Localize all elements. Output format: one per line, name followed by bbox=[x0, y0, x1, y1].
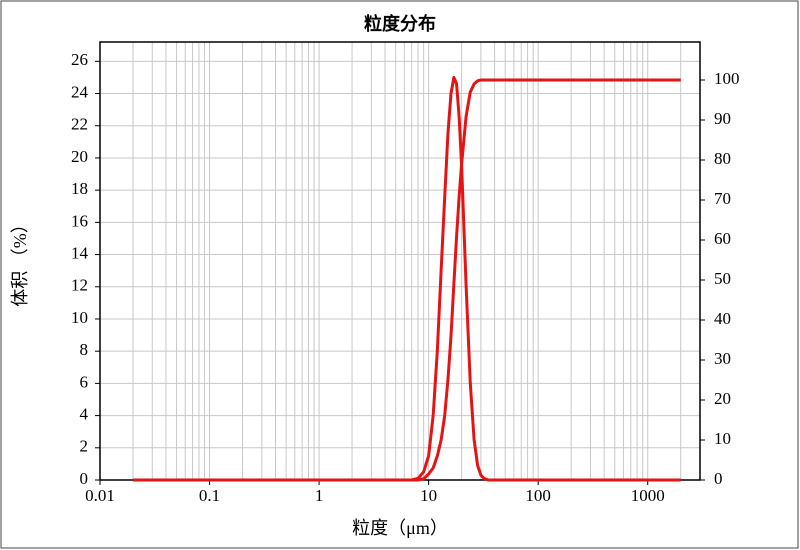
y2-tick-label: 10 bbox=[714, 429, 731, 448]
y-tick-label: 8 bbox=[80, 340, 89, 359]
y2-tick-label: 90 bbox=[714, 109, 731, 128]
y2-tick-label: 40 bbox=[714, 309, 731, 328]
y-tick-label: 22 bbox=[71, 115, 88, 134]
y2-tick-label: 60 bbox=[714, 229, 731, 248]
data-line bbox=[132, 78, 681, 482]
y2-tick-label: 50 bbox=[714, 269, 731, 288]
y-tick-label: 12 bbox=[71, 276, 88, 295]
y-tick-label: 18 bbox=[71, 179, 88, 198]
y-tick-label: 6 bbox=[80, 372, 89, 391]
x-tick-label: 1000 bbox=[631, 486, 665, 505]
y-tick-label: 4 bbox=[80, 404, 89, 423]
chart-title: 粒度分布 bbox=[364, 13, 436, 34]
y-tick-label: 16 bbox=[71, 211, 88, 230]
y-tick-label: 20 bbox=[71, 147, 88, 166]
y-axis-label: 体积 （%） bbox=[10, 215, 30, 307]
x-tick-label: 0.01 bbox=[85, 486, 115, 505]
x-tick-label: 1 bbox=[315, 486, 324, 505]
data-line bbox=[132, 75, 681, 482]
y-tick-label: 0 bbox=[80, 469, 89, 488]
y2-tick-label: 0 bbox=[714, 469, 723, 488]
x-tick-label: 0.1 bbox=[199, 486, 220, 505]
y-tick-label: 14 bbox=[71, 243, 89, 262]
y2-tick-label: 80 bbox=[714, 149, 731, 168]
y-tick-label: 26 bbox=[71, 50, 88, 69]
x-axis-label: 粒度（μm） bbox=[352, 518, 448, 538]
y-tick-label: 24 bbox=[71, 82, 89, 101]
x-tick-label: 100 bbox=[525, 486, 551, 505]
y-tick-label: 2 bbox=[80, 437, 89, 456]
y2-tick-label: 20 bbox=[714, 389, 731, 408]
y2-tick-label: 100 bbox=[714, 69, 740, 88]
y2-tick-label: 30 bbox=[714, 349, 731, 368]
plot-frame bbox=[99, 41, 701, 481]
x-tick-label: 10 bbox=[420, 486, 437, 505]
y2-tick-label: 70 bbox=[714, 189, 731, 208]
y-tick-label: 10 bbox=[71, 308, 88, 327]
